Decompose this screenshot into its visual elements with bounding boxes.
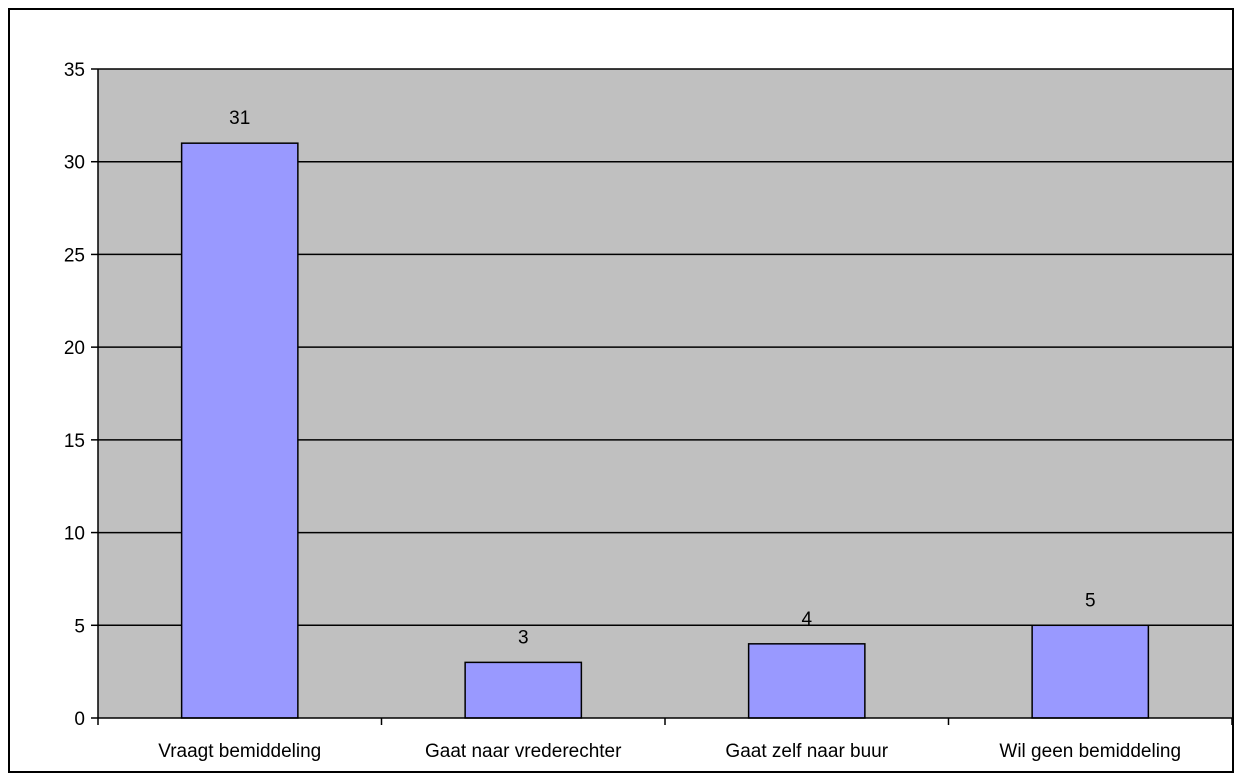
data-labels: 31 3 4 5 xyxy=(229,108,1095,648)
y-tick-label: 15 xyxy=(64,431,85,452)
bar xyxy=(180,142,299,719)
x-tick-label: Wil geen bemiddeling xyxy=(999,741,1181,762)
data-label: 31 xyxy=(229,108,250,129)
x-tick-label: Gaat zelf naar buur xyxy=(725,741,888,762)
y-tick-label: 30 xyxy=(64,153,85,174)
y-tick-label: 35 xyxy=(64,60,85,81)
x-axis-tick-labels: Vraagt bemiddeling Gaat naar vrederechter… xyxy=(158,741,1181,762)
bar xyxy=(1031,624,1150,719)
y-axis-tick-labels: 0 5 10 15 20 25 30 35 xyxy=(64,60,85,730)
y-tick-label: 5 xyxy=(74,616,85,637)
data-label: 4 xyxy=(801,609,812,630)
data-label: 3 xyxy=(518,627,529,648)
bar xyxy=(747,643,866,719)
x-axis-ticks xyxy=(97,718,1233,725)
y-tick-label: 10 xyxy=(64,524,85,545)
y-tick-label: 25 xyxy=(64,245,85,266)
y-tick-label: 20 xyxy=(64,338,85,359)
y-axis-ticks xyxy=(91,68,98,719)
bar xyxy=(464,661,583,719)
y-tick-label: 0 xyxy=(74,709,85,730)
x-tick-label: Gaat naar vrederechter xyxy=(425,741,622,762)
data-label: 5 xyxy=(1085,590,1096,611)
x-tick-label: Vraagt bemiddeling xyxy=(158,741,321,762)
